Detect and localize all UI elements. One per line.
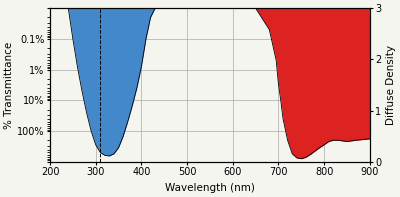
Y-axis label: Diffuse Density: Diffuse Density [386, 45, 396, 125]
Y-axis label: % Transmittance: % Transmittance [4, 41, 14, 129]
X-axis label: Wavelength (nm): Wavelength (nm) [165, 183, 255, 193]
